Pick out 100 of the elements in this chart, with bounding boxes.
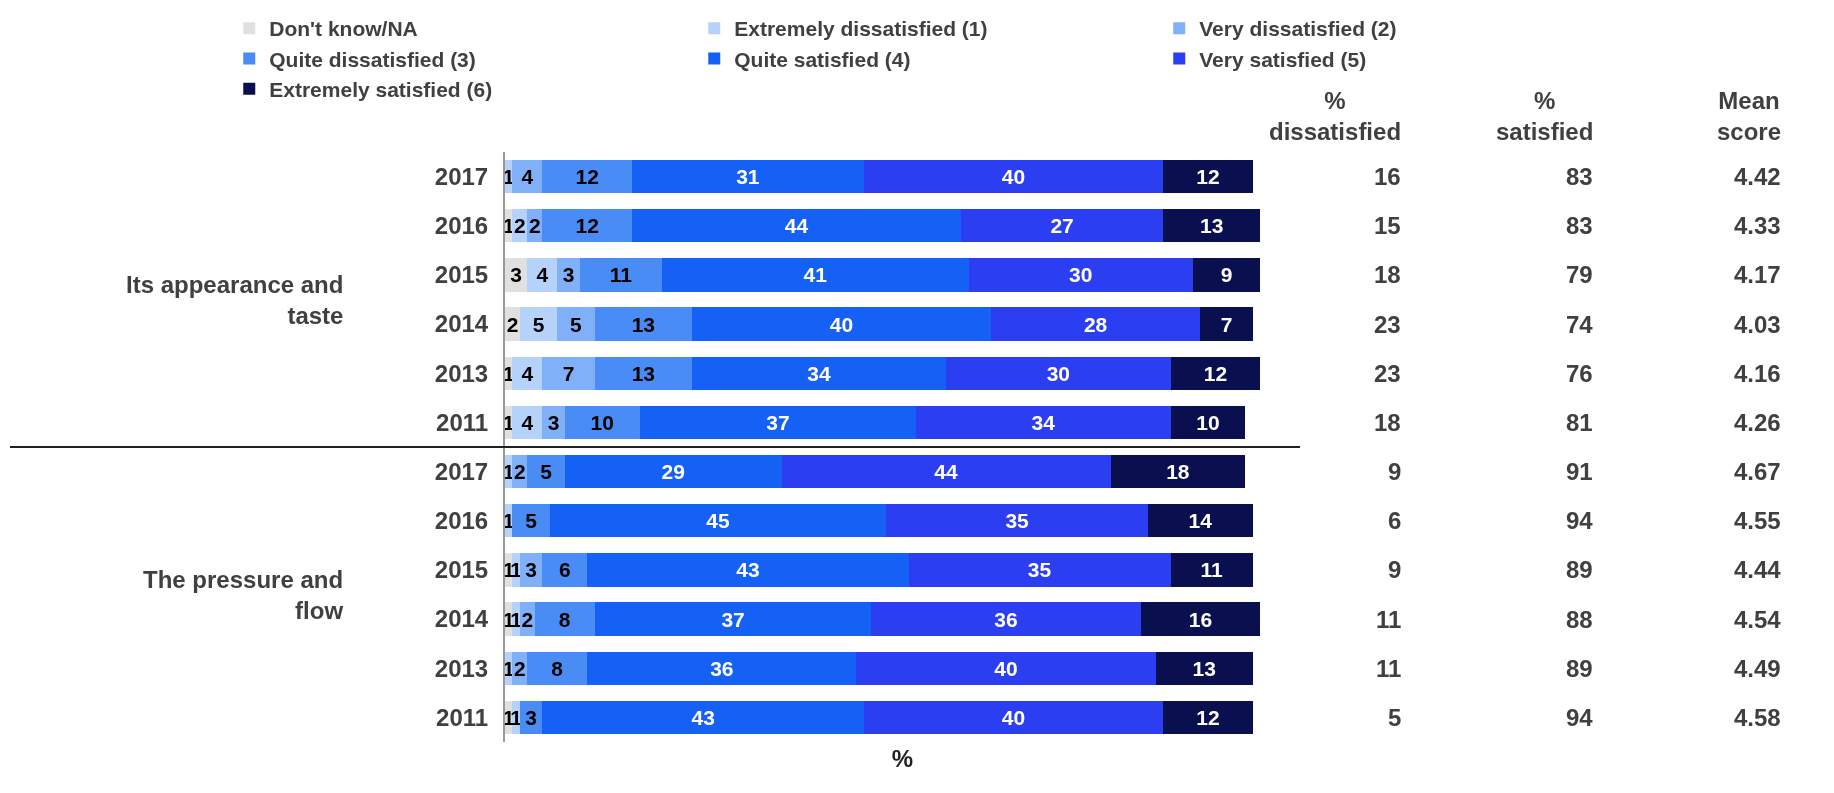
data-label: 13 (1192, 656, 1216, 680)
bar (968, 258, 1193, 292)
data-label: 5 (532, 312, 545, 336)
y-tick-label: 2014 (434, 310, 489, 338)
bar (579, 258, 663, 292)
bar (1163, 209, 1261, 243)
bar (1170, 405, 1246, 440)
data-label: 12 (1196, 165, 1220, 189)
text: Mean score (1717, 87, 1782, 146)
data-label: 5 (525, 509, 538, 533)
text: 4.44 (1734, 556, 1782, 583)
text: 4.33 (1734, 212, 1781, 239)
data-label: 43 (736, 558, 760, 582)
data-label: 12 (575, 214, 599, 238)
text: 11 (1376, 655, 1402, 682)
data-label: 4 (536, 263, 549, 287)
data-label: 8 (551, 656, 564, 680)
legend-label: Extremely dissatisfied (1) (734, 17, 988, 41)
text: 4.55 (1734, 507, 1781, 534)
bar (587, 651, 857, 685)
text: 4.42 (1734, 163, 1781, 190)
bar (886, 504, 1149, 538)
bar (908, 553, 1171, 587)
text: 4.54 (1734, 606, 1782, 633)
bar (527, 258, 558, 292)
data-label: 2 (506, 312, 519, 336)
bar (856, 651, 1156, 685)
legend-label: Very dissatisfied (2) (1199, 17, 1397, 41)
bar (542, 356, 595, 390)
text: 4.58 (1734, 704, 1781, 731)
data-label: 43 (691, 705, 715, 729)
data-label: 29 (661, 460, 685, 484)
data-label: 36 (994, 607, 1018, 631)
data-label: 4 (521, 361, 534, 385)
data-label: 31 (736, 165, 760, 189)
legend-label: Extremely satisfied (6) (269, 77, 493, 101)
bar (1110, 454, 1246, 489)
data-label: 37 (721, 607, 745, 631)
data-label: 12 (575, 165, 599, 189)
bar (1140, 602, 1261, 636)
bar (863, 700, 1164, 735)
data-label: 10 (1196, 410, 1220, 434)
bar (542, 553, 588, 587)
y-tick-label: 2011 (436, 408, 489, 436)
y-tick-label: 2011 (436, 703, 489, 731)
legend-label: Quite dissatisfied (3) (269, 47, 476, 71)
bar (534, 602, 595, 636)
text: 9 (1388, 556, 1402, 583)
bar (527, 454, 565, 489)
data-label: 14 (1188, 509, 1213, 533)
legend-label: Don't know/NA (269, 17, 418, 41)
bar (632, 159, 864, 194)
data-label: 36 (710, 656, 734, 680)
text: 88 (1566, 606, 1593, 633)
y-tick-label: 2013 (434, 359, 489, 387)
bar (632, 209, 962, 243)
y-tick-label: 2017 (434, 162, 489, 190)
data-label: 13 (631, 361, 656, 385)
text: 83 (1566, 163, 1593, 190)
data-label: 11 (609, 263, 633, 287)
bar (594, 307, 692, 341)
bar (542, 700, 864, 735)
text: 18 (1374, 409, 1401, 436)
data-label: 11 (1200, 558, 1223, 582)
y-tick-label: 2016 (434, 212, 489, 240)
text: 23 (1374, 360, 1401, 387)
data-label: 35 (1027, 558, 1052, 582)
text: 6 (1388, 507, 1402, 534)
bar (594, 602, 872, 636)
data-label: 13 (1199, 214, 1224, 238)
text: 74 (1566, 311, 1594, 338)
text: 89 (1566, 556, 1593, 583)
text: 89 (1566, 655, 1593, 682)
text: 18 (1374, 261, 1401, 288)
data-label: 37 (766, 410, 790, 434)
bar (564, 454, 782, 489)
data-label: 5 (570, 312, 583, 336)
data-label: 3 (547, 410, 560, 434)
data-label: 2 (514, 460, 526, 484)
text: % satisfied (1496, 87, 1594, 146)
bar (1200, 307, 1253, 341)
y-tick-label: 2013 (434, 654, 489, 682)
bar (961, 209, 1164, 243)
data-label: 2 (514, 656, 526, 680)
data-label: 44 (934, 460, 959, 484)
text: 16 (1374, 163, 1401, 190)
data-label: 18 (1166, 460, 1190, 484)
bar (1163, 700, 1253, 735)
bar (557, 307, 595, 341)
y-tick-label: 2016 (434, 507, 489, 535)
bar (587, 553, 909, 587)
text: 79 (1566, 261, 1593, 288)
data-label: 3 (525, 558, 538, 582)
data-label: 2 (521, 607, 534, 631)
text: Its appearance and taste (126, 271, 344, 330)
data-label: 10 (590, 410, 614, 434)
data-label: 40 (1001, 705, 1026, 729)
data-label: 41 (803, 263, 828, 287)
text: 4.26 (1734, 409, 1781, 436)
data-label: 34 (1031, 410, 1056, 434)
